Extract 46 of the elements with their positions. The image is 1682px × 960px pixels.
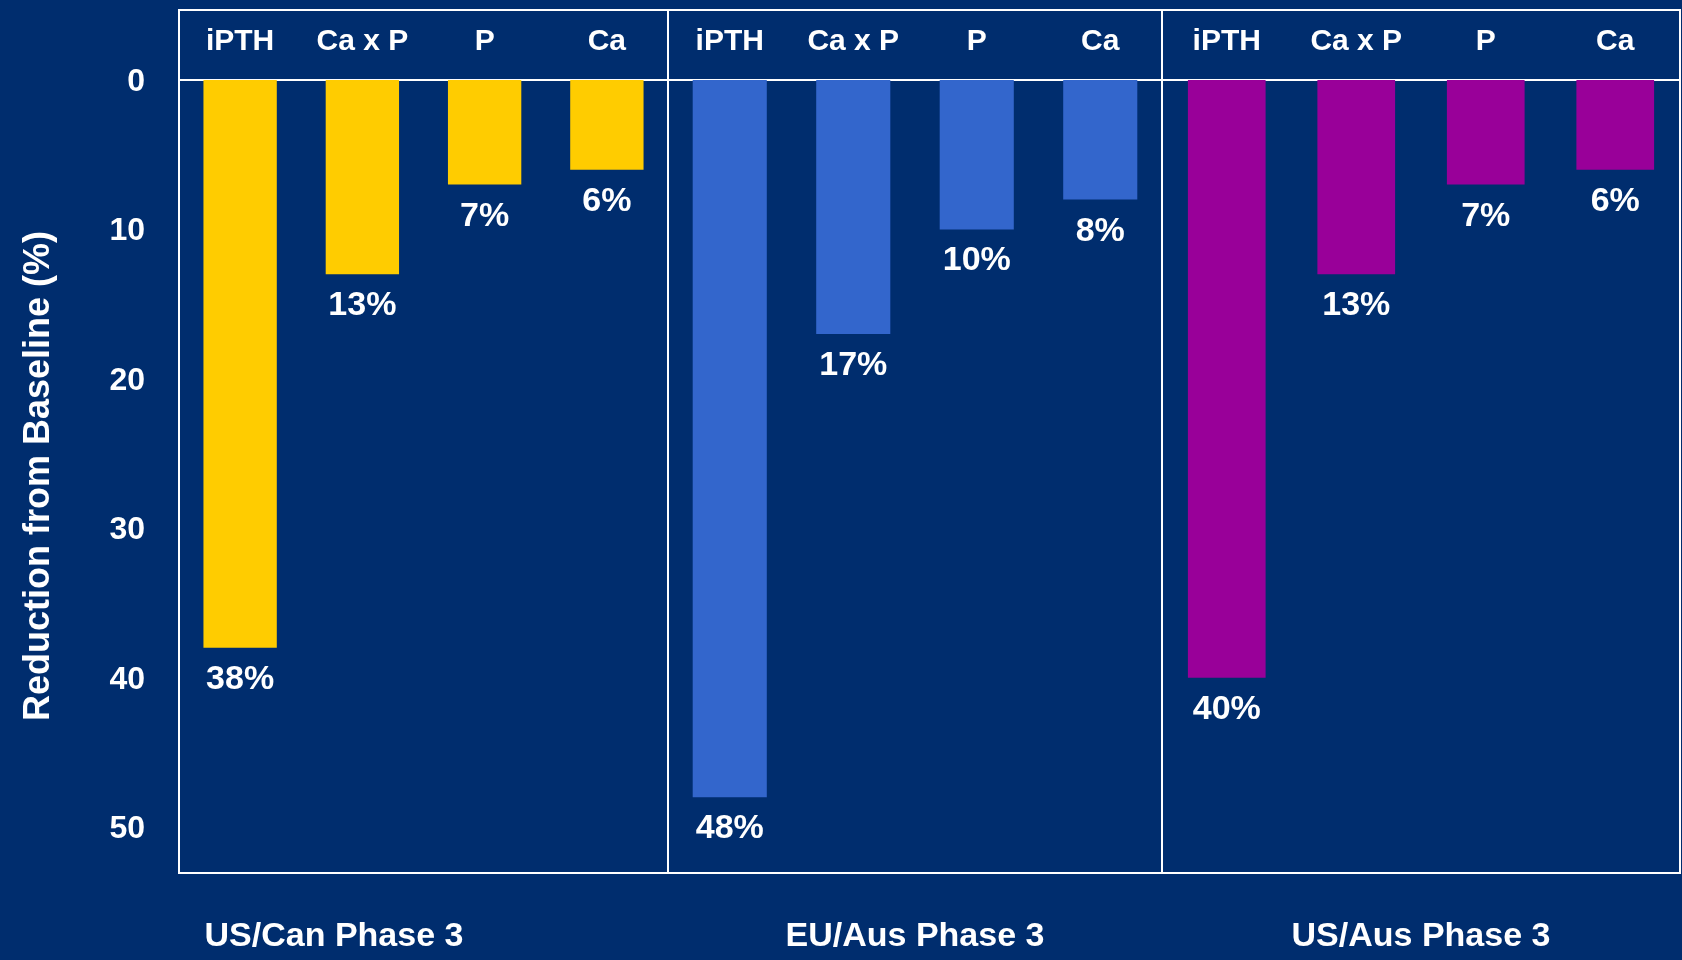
data-label: 48%: [695, 807, 764, 846]
data-label: 6%: [582, 179, 632, 218]
data-label: 10%: [942, 239, 1011, 278]
y-axis-title: Reduction from Baseline (%): [15, 230, 57, 722]
x-tick-label: iPTH: [1192, 22, 1261, 56]
y-tick-label: 30: [109, 510, 145, 547]
bar: [939, 80, 1014, 230]
y-tick-label: 20: [109, 360, 145, 397]
data-label: 17%: [819, 344, 888, 383]
x-axis-title: EU/Aus Phase 3: [785, 915, 1045, 953]
bar: [1446, 80, 1525, 185]
y-tick-label: 50: [109, 809, 145, 846]
bar: [1187, 80, 1266, 678]
data-label: 13%: [1322, 284, 1391, 323]
x-axis-title: US/Can Phase 3: [204, 915, 464, 953]
data-label: 13%: [328, 284, 397, 323]
x-tick-label: Ca: [1596, 22, 1635, 56]
y-tick-label: 40: [109, 659, 145, 696]
bar: [1576, 80, 1655, 170]
y-tick-label: 0: [127, 62, 145, 98]
y-tick-label: 10: [109, 211, 145, 248]
x-tick-label: Ca x P: [316, 22, 409, 56]
x-tick-label: Ca: [1081, 22, 1120, 56]
x-tick-label: iPTH: [695, 22, 764, 56]
bar: [203, 80, 277, 648]
x-tick-label: iPTH: [205, 22, 275, 56]
bar: [692, 80, 767, 798]
data-label: 38%: [206, 657, 275, 696]
x-axis-title: US/Aus Phase 3: [1291, 915, 1551, 953]
bar: [816, 80, 891, 335]
x-tick-label: Ca x P: [807, 22, 900, 56]
bar: [1317, 80, 1396, 275]
x-tick-label: P: [1475, 22, 1496, 56]
bar: [570, 80, 644, 170]
bar: [447, 80, 522, 185]
x-tick-label: P: [474, 22, 495, 56]
bar: [325, 80, 400, 275]
x-tick-label: P: [966, 22, 987, 56]
data-label: 7%: [460, 194, 510, 233]
data-label: 8%: [1075, 209, 1125, 248]
bar: [1063, 80, 1138, 200]
data-label: 6%: [1590, 179, 1640, 218]
data-label: 7%: [1461, 194, 1511, 233]
data-label: 40%: [1192, 687, 1261, 726]
x-tick-label: Ca x P: [1310, 22, 1403, 56]
x-tick-label: Ca: [587, 22, 627, 56]
